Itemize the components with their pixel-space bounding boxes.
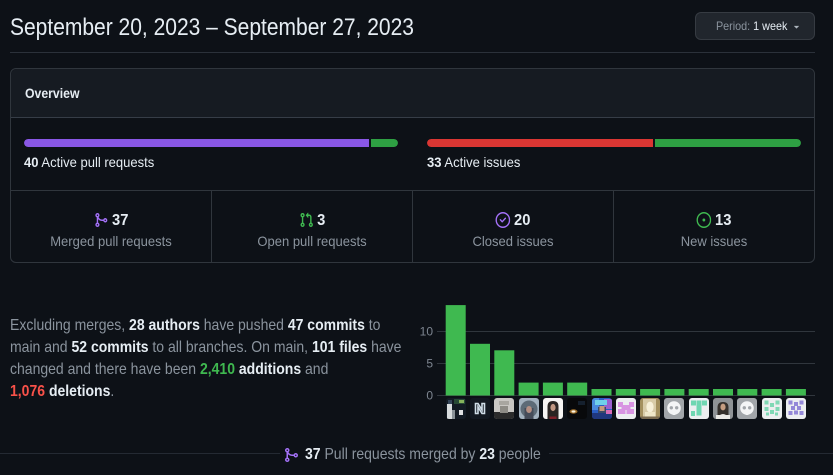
- svg-text:5: 5: [426, 356, 433, 370]
- svg-text:0: 0: [426, 388, 433, 402]
- svg-text:10: 10: [420, 324, 433, 338]
